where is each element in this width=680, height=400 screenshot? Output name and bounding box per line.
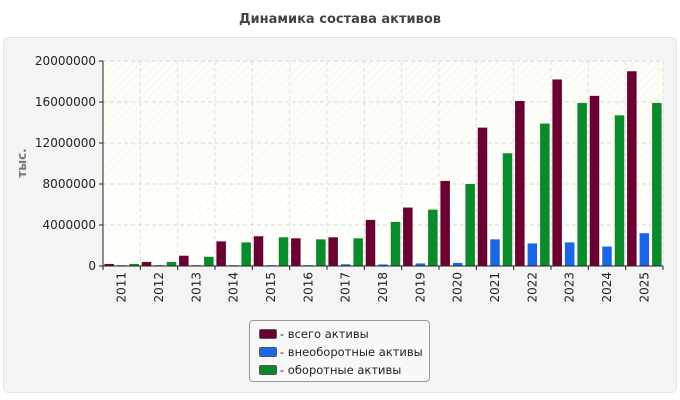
- axes: [99, 60, 664, 270]
- x-tick-label: 2015: [264, 272, 278, 303]
- bar-current-2021: [502, 153, 513, 266]
- x-tick-label: 2012: [152, 272, 166, 303]
- bar-current-2017: [353, 238, 363, 266]
- bar-noncurrent-2017: [340, 264, 351, 266]
- plot-area: [103, 61, 663, 266]
- bar-current-2023: [577, 103, 587, 266]
- bar-current-2019: [428, 209, 438, 267]
- chart-title: Динамика состава активов: [238, 12, 442, 27]
- legend-swatch-current: [259, 365, 277, 375]
- bar-noncurrent-2021: [490, 239, 500, 266]
- bar-total-2019: [403, 207, 413, 266]
- y-tick-label: 0: [88, 259, 96, 273]
- bar-total-2023: [552, 79, 562, 266]
- x-tick-label: 2013: [189, 272, 203, 303]
- bar-current-2016: [316, 239, 326, 266]
- x-tick-label: 2011: [115, 272, 129, 303]
- y-tick-label: 20000000: [35, 54, 96, 68]
- bar-total-2011: [104, 263, 114, 266]
- bar-total-2012: [141, 261, 152, 266]
- legend-label-noncurrent: - внеоборотные активы: [280, 345, 423, 359]
- bar-total-2020: [440, 180, 450, 266]
- bar-noncurrent-2023: [564, 242, 575, 266]
- bar-current-2014: [241, 242, 251, 266]
- x-tick-label: 2025: [637, 272, 651, 303]
- bar-total-2016: [291, 238, 301, 266]
- bar-total-2018: [365, 219, 376, 267]
- legend-item-noncurrent: - внеоборотные активы: [259, 343, 429, 361]
- bar-current-2018: [390, 221, 401, 266]
- bar-current-2015: [278, 237, 289, 266]
- x-tick-label: 2023: [563, 272, 577, 303]
- y-tick-labels: 0 4000000 8000000 12000000 16000000 20000000: [35, 54, 96, 273]
- y-axis-title: тыс.: [15, 148, 29, 177]
- x-tick-label: 2014: [227, 272, 241, 303]
- bar-noncurrent-2020: [452, 262, 463, 266]
- bars-group: [104, 71, 662, 267]
- x-tick-label: 2017: [339, 272, 353, 303]
- x-tick-labels: 2011 2012 2013 2014 2015 2016 2017 2018 2019 2020…: [115, 272, 652, 303]
- x-tick-label: 2016: [301, 272, 315, 303]
- bar-total-2017: [328, 237, 338, 266]
- bar-total-2024: [589, 95, 600, 266]
- x-tick-label: 2021: [488, 272, 502, 303]
- bar-current-2011: [129, 263, 139, 266]
- x-tick-label: 2022: [525, 272, 539, 303]
- bar-current-2012: [166, 261, 177, 266]
- legend: - всего активы - внеоборотные активы - о…: [249, 320, 430, 382]
- bar-current-2013: [204, 256, 214, 266]
- y-tick-label: 4000000: [43, 218, 96, 232]
- bar-noncurrent-2022: [527, 243, 538, 266]
- bar-current-2025: [652, 103, 662, 266]
- x-tick-label: 2020: [451, 272, 465, 303]
- legend-label-current: - оборотные активы: [280, 363, 402, 377]
- bar-total-2013: [179, 255, 189, 266]
- bar-noncurrent-2024: [602, 246, 612, 266]
- y-tick-label: 16000000: [35, 95, 96, 109]
- bar-noncurrent-2025: [639, 233, 650, 266]
- bar-total-2014: [216, 241, 226, 266]
- bar-total-2022: [515, 100, 525, 266]
- bar-total-2025: [627, 71, 637, 266]
- legend-swatch-noncurrent: [259, 347, 277, 357]
- plot-background-fade: [103, 61, 663, 266]
- legend-label-total: - всего активы: [280, 327, 369, 341]
- y-tick-label: 8000000: [43, 177, 96, 191]
- bar-total-2021: [477, 127, 488, 267]
- x-tick-label: 2019: [413, 272, 427, 303]
- bar-current-2022: [540, 123, 550, 266]
- bar-noncurrent-2019: [415, 263, 426, 266]
- bar-total-2015: [253, 236, 264, 266]
- y-tick-label: 12000000: [35, 136, 96, 150]
- x-tick-label: 2018: [376, 272, 390, 303]
- legend-item-current: - оборотные активы: [259, 361, 429, 379]
- legend-swatch-total: [259, 329, 277, 339]
- bar-current-2020: [465, 184, 475, 266]
- legend-item-total: - всего активы: [259, 325, 429, 343]
- bar-current-2024: [614, 115, 625, 266]
- x-tick-label: 2024: [600, 272, 614, 303]
- bar-noncurrent-2018: [378, 264, 388, 266]
